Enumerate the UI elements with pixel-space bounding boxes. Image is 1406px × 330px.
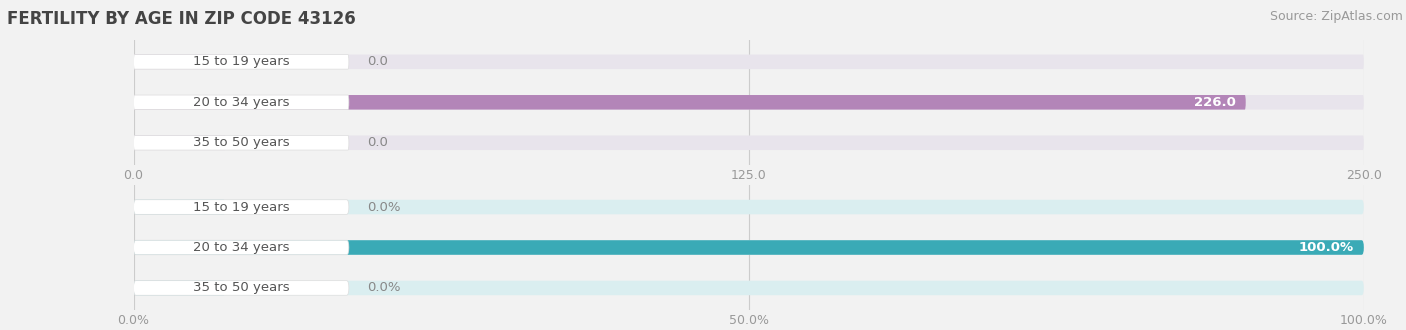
- FancyBboxPatch shape: [134, 54, 1364, 69]
- FancyBboxPatch shape: [134, 136, 226, 150]
- Text: 35 to 50 years: 35 to 50 years: [193, 281, 290, 294]
- FancyBboxPatch shape: [134, 200, 1364, 214]
- Text: 226.0: 226.0: [1194, 96, 1236, 109]
- FancyBboxPatch shape: [134, 281, 349, 295]
- Text: FERTILITY BY AGE IN ZIP CODE 43126: FERTILITY BY AGE IN ZIP CODE 43126: [7, 10, 356, 28]
- Text: 15 to 19 years: 15 to 19 years: [193, 55, 290, 68]
- FancyBboxPatch shape: [134, 200, 226, 214]
- Text: 15 to 19 years: 15 to 19 years: [193, 201, 290, 214]
- Text: 100.0%: 100.0%: [1299, 241, 1354, 254]
- Text: 35 to 50 years: 35 to 50 years: [193, 136, 290, 149]
- FancyBboxPatch shape: [134, 136, 1364, 150]
- FancyBboxPatch shape: [134, 54, 226, 69]
- Text: Source: ZipAtlas.com: Source: ZipAtlas.com: [1270, 10, 1403, 23]
- FancyBboxPatch shape: [134, 95, 1364, 110]
- Text: 20 to 34 years: 20 to 34 years: [193, 241, 290, 254]
- Text: 20 to 34 years: 20 to 34 years: [193, 96, 290, 109]
- FancyBboxPatch shape: [134, 281, 226, 295]
- FancyBboxPatch shape: [134, 240, 1364, 255]
- FancyBboxPatch shape: [134, 240, 1364, 255]
- Text: 0.0%: 0.0%: [367, 201, 401, 214]
- FancyBboxPatch shape: [134, 281, 1364, 295]
- FancyBboxPatch shape: [134, 95, 1246, 110]
- FancyBboxPatch shape: [134, 95, 349, 110]
- Text: 0.0%: 0.0%: [367, 281, 401, 294]
- Text: 0.0: 0.0: [367, 136, 388, 149]
- FancyBboxPatch shape: [134, 54, 349, 69]
- FancyBboxPatch shape: [134, 240, 349, 255]
- FancyBboxPatch shape: [134, 136, 349, 150]
- FancyBboxPatch shape: [134, 200, 349, 214]
- Text: 0.0: 0.0: [367, 55, 388, 68]
